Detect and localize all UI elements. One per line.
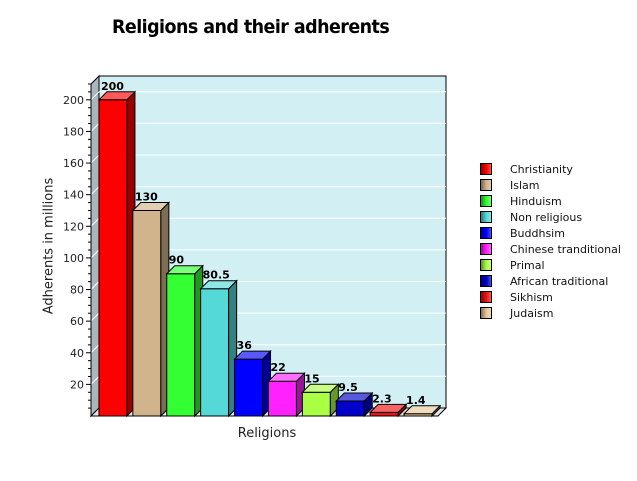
data-label-3: 90 [169,254,185,267]
legend-swatch [480,259,492,271]
y-tick-label: 20 [70,378,84,391]
gridline-side [90,281,100,290]
legend-label: Hinduism [510,194,562,208]
legend-swatch [480,227,492,239]
legend-swatch [480,243,492,255]
legend-item: Primal [480,257,621,273]
y-tick-label: 120 [63,220,84,233]
y-tick-label: 40 [70,347,84,360]
legend-swatch [480,307,492,319]
gridline-side [90,312,100,322]
legend-item: Islam [480,177,621,193]
legend-item: Christianity [480,161,621,177]
legend-label: African traditional [510,274,609,288]
legend-swatch [480,179,492,191]
legend-item: Chinese tranditional [480,241,621,257]
legend-item: Sikhism [480,289,621,305]
y-tick-label: 200 [63,94,84,107]
bar-5 [234,358,264,417]
bar-2 [132,209,162,417]
gridline-side [90,123,100,132]
y-tick-label: 60 [70,315,84,328]
legend-swatch [480,195,492,207]
bar-1 [98,99,128,417]
data-label-4: 80.5 [203,269,230,282]
bar-7 [301,391,331,417]
bar-top-2 [131,201,171,211]
gridline-side [90,376,100,385]
y-tick-label: 180 [63,125,84,138]
legend-item: Non religious [480,209,621,225]
legend-item: African traditional [480,273,621,289]
legend: Christianity Islam Hinduism Non religious Bu… [480,161,621,321]
legend-label: Chinese tranditional [510,242,621,256]
gridline-side [90,91,100,101]
bar-8 [335,400,365,417]
gridline-side [90,249,100,259]
legend-swatch [480,275,492,287]
legend-label: Non religious [510,210,583,224]
bar-3 [166,273,196,417]
chart-title: Religions and their adherents [112,16,390,38]
y-tick-label: 80 [70,284,84,297]
data-label-2: 130 [135,190,158,203]
data-label-6: 22 [270,361,285,374]
legend-item: Hinduism [480,193,621,209]
y-axis-label: Adherents in millions [41,177,57,315]
data-label-8: 9.5 [338,381,358,394]
data-label-5: 36 [237,339,253,352]
legend-label: Islam [510,178,540,192]
bar-top-5 [233,350,272,360]
y-tick-label: 160 [63,157,84,170]
legend-item: Judaism [480,305,621,321]
bar-top-7 [301,383,340,393]
bar-top-6 [267,372,306,382]
bar-top-9 [368,403,408,413]
bar-top-4 [199,280,238,290]
legend-label: Primal [510,258,545,272]
data-label-1: 200 [101,80,124,93]
data-label-7: 15 [304,372,319,385]
bar-top-10 [402,405,442,415]
bar-top-8 [335,392,374,402]
legend-swatch [480,211,492,223]
data-label-10: 1.4 [406,394,426,407]
gridline-side [90,344,100,354]
y-tick-label: 100 [63,252,84,265]
y-tick-label: 140 [63,189,84,202]
gridline-side [90,186,100,196]
bar-top-1 [97,91,137,101]
gridline-side [90,154,100,164]
legend-item: Buddhsim [480,225,621,241]
x-axis-label: Religions [237,426,297,441]
legend-label: Sikhism [510,290,553,304]
legend-swatch [480,291,492,303]
legend-swatch [480,163,492,175]
bar-6 [267,380,297,417]
bar-9 [369,411,399,417]
legend-label: Judaism [510,306,554,320]
bar-top-3 [165,265,204,275]
gridline-side [90,217,100,227]
bar-4 [200,288,230,417]
data-label-9: 2.3 [372,392,392,405]
legend-label: Buddhsim [510,226,565,240]
legend-label: Christianity [510,162,573,176]
